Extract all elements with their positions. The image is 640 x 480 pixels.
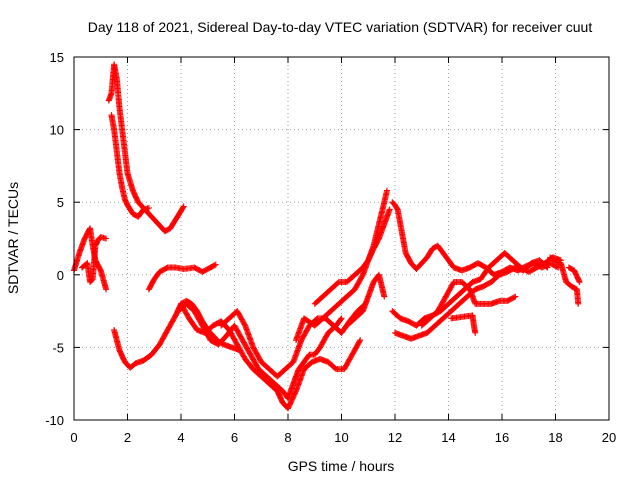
data-point-marker (337, 316, 344, 323)
series-track-l (343, 271, 388, 329)
x-tick-label: 20 (602, 430, 616, 445)
data-point-marker (575, 300, 582, 307)
data-point-marker (357, 337, 364, 344)
x-tick-label: 16 (495, 430, 509, 445)
data-point-marker (383, 187, 390, 194)
series-track-o (392, 257, 551, 342)
y-tick-label: 10 (50, 123, 64, 138)
series-track-j (293, 187, 390, 344)
data-point-marker (212, 261, 219, 268)
data-point-marker (338, 315, 345, 322)
data-point-marker (356, 338, 363, 345)
series-track-p (418, 279, 519, 329)
x-tick-label: 14 (441, 430, 455, 445)
y-tick-label: -10 (45, 413, 64, 428)
series-track-d (108, 112, 152, 220)
data-point-marker (386, 206, 393, 213)
series-track-r (547, 254, 582, 307)
x-tick-label: 4 (177, 430, 184, 445)
series-track-f (145, 261, 219, 293)
axis-ticks: 0 2 4 6 8 10 12 14 16 18 20 -10 -5 0 5 10 15 (45, 50, 616, 445)
data-markers (71, 61, 583, 412)
series-track-s (565, 264, 583, 286)
data-point-marker (180, 204, 187, 211)
chart-title: Day 118 of 2021, Sidereal Day-to-day VTE… (88, 19, 593, 35)
series-track-q (448, 312, 479, 336)
series-track-e (111, 297, 243, 371)
series-track-c (105, 61, 187, 235)
data-point-marker (555, 264, 562, 271)
data-point-marker (103, 235, 110, 242)
data-point-marker (576, 279, 583, 286)
x-tick-label: 6 (231, 430, 238, 445)
data-point-marker (511, 294, 518, 301)
series-track-b (79, 234, 110, 286)
y-axis-label: SDTVAR / TECUs (5, 182, 21, 294)
x-tick-label: 12 (388, 430, 402, 445)
y-tick-label: -5 (52, 340, 64, 355)
x-tick-label: 18 (548, 430, 562, 445)
y-tick-label: 15 (50, 50, 64, 65)
grid (74, 57, 609, 420)
series-track-h (178, 300, 364, 412)
data-point-marker (512, 293, 519, 300)
x-tick-label: 0 (70, 430, 77, 445)
y-tick-label: 0 (57, 268, 64, 283)
data-point-marker (211, 262, 218, 269)
data-point-marker (543, 263, 550, 270)
x-axis-label: GPS time / hours (288, 458, 395, 474)
data-point-marker (381, 293, 388, 300)
series-track-k (311, 206, 393, 307)
series-track-i (218, 300, 369, 380)
data-point-marker (180, 203, 187, 210)
data-point-marker (103, 286, 110, 293)
y-tick-label: 5 (57, 195, 64, 210)
data-point-marker (145, 205, 152, 212)
x-tick-label: 10 (334, 430, 348, 445)
data-point-marker (472, 329, 479, 336)
x-tick-label: 2 (124, 430, 131, 445)
data-point-marker (544, 264, 551, 271)
x-tick-label: 8 (284, 430, 291, 445)
